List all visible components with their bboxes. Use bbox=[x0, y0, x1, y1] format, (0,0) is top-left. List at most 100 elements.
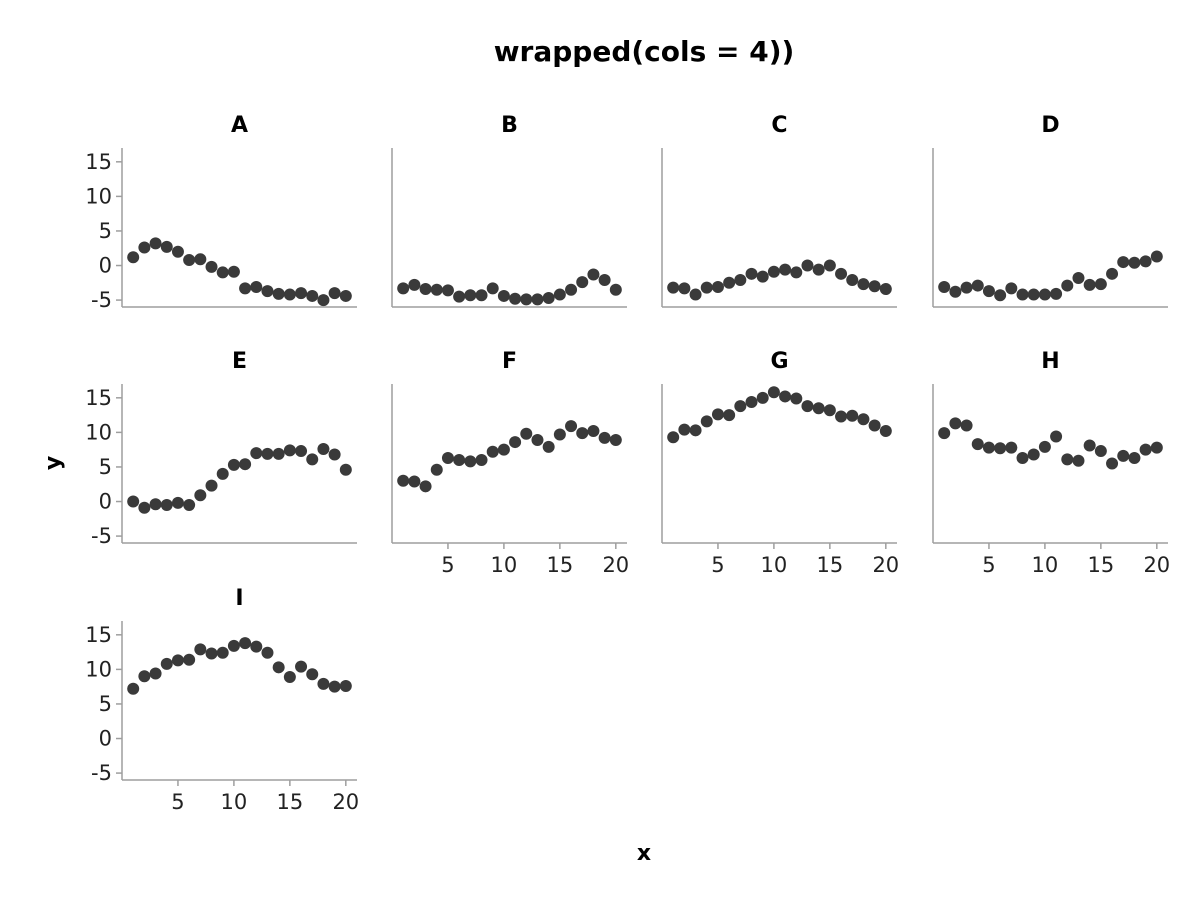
data-point-h bbox=[1117, 449, 1130, 462]
data-point-e bbox=[138, 501, 151, 514]
data-point-d bbox=[1016, 288, 1029, 301]
data-point-g bbox=[711, 408, 724, 421]
data-point-c bbox=[779, 263, 792, 276]
data-point-g bbox=[723, 409, 736, 422]
data-point-e bbox=[227, 458, 240, 471]
y-tick-label-a: 10 bbox=[85, 184, 112, 208]
data-point-g bbox=[667, 431, 680, 444]
y-tick-label-e: 10 bbox=[85, 420, 112, 444]
data-point-g bbox=[846, 409, 859, 422]
data-point-h bbox=[1005, 441, 1018, 454]
x-tick-label-i: 20 bbox=[332, 790, 359, 814]
panel-i: I -5 0 5 10 15 5 10 15 20 bbox=[85, 586, 359, 814]
data-point-a bbox=[149, 237, 162, 250]
panel-title-g: G bbox=[770, 349, 788, 374]
data-point-d bbox=[1050, 287, 1063, 300]
data-point-a bbox=[227, 265, 240, 278]
data-point-a bbox=[239, 282, 252, 295]
data-point-d bbox=[1027, 288, 1040, 301]
data-point-b bbox=[553, 288, 566, 301]
data-point-f bbox=[587, 425, 600, 438]
data-point-h bbox=[1050, 430, 1063, 443]
data-point-d bbox=[1083, 278, 1096, 291]
data-point-c bbox=[734, 274, 747, 287]
data-point-f bbox=[509, 436, 522, 449]
x-tick-label-h: 20 bbox=[1143, 553, 1170, 577]
data-point-d bbox=[994, 289, 1007, 302]
data-point-h bbox=[982, 441, 995, 454]
data-point-h bbox=[1139, 443, 1152, 456]
data-point-a bbox=[317, 294, 330, 307]
data-point-a bbox=[261, 285, 274, 298]
data-point-c bbox=[767, 265, 780, 278]
data-point-f bbox=[464, 455, 477, 468]
data-point-f bbox=[486, 445, 499, 458]
data-point-h bbox=[960, 419, 973, 432]
data-point-d bbox=[1061, 279, 1074, 292]
data-point-d bbox=[1139, 255, 1152, 268]
data-point-i bbox=[250, 640, 263, 653]
data-point-f bbox=[441, 451, 454, 464]
data-point-b bbox=[397, 282, 410, 295]
data-point-d bbox=[971, 279, 984, 292]
y-tick-label-e: 15 bbox=[85, 386, 112, 410]
data-point-a bbox=[160, 240, 173, 253]
data-point-f bbox=[430, 463, 443, 476]
data-point-c bbox=[667, 281, 680, 294]
data-point-b bbox=[453, 290, 466, 303]
data-point-g bbox=[745, 395, 758, 408]
data-point-g bbox=[790, 392, 803, 405]
data-point-d bbox=[1005, 282, 1018, 295]
data-point-b bbox=[509, 292, 522, 305]
data-point-f bbox=[408, 475, 421, 488]
data-point-i bbox=[149, 667, 162, 680]
data-point-f bbox=[609, 433, 622, 446]
panel-title-b: B bbox=[501, 113, 518, 138]
x-tick-label-g: 15 bbox=[816, 553, 843, 577]
data-point-h bbox=[1061, 453, 1074, 466]
data-point-b bbox=[408, 278, 421, 291]
x-tick-label-f: 15 bbox=[546, 553, 573, 577]
data-point-g bbox=[734, 400, 747, 413]
data-point-b bbox=[430, 283, 443, 296]
data-point-h bbox=[1083, 439, 1096, 452]
data-point-b bbox=[542, 292, 555, 305]
data-point-c bbox=[745, 267, 758, 280]
data-point-b bbox=[598, 274, 611, 287]
panel-title-d: D bbox=[1041, 113, 1059, 138]
data-point-c bbox=[711, 280, 724, 293]
data-point-a bbox=[127, 251, 140, 264]
data-point-g bbox=[857, 413, 870, 426]
data-point-h bbox=[1016, 451, 1029, 464]
data-point-c bbox=[723, 276, 736, 289]
data-point-i bbox=[160, 657, 173, 670]
data-point-g bbox=[756, 391, 769, 404]
data-point-c bbox=[823, 259, 836, 272]
data-point-c bbox=[678, 282, 691, 295]
facet-panels: A -5 0 5 10 15 B C D E -5 0 5 10 15 F 5 10 15 20 G 5 10 15 20 H 5 1… bbox=[85, 113, 1170, 814]
data-point-g bbox=[767, 386, 780, 399]
data-point-a bbox=[283, 288, 296, 301]
data-point-g bbox=[835, 410, 848, 423]
data-point-a bbox=[205, 260, 218, 273]
panel-title-c: C bbox=[771, 113, 787, 138]
chart-title: wrapped(cols = 4)) bbox=[494, 35, 795, 68]
data-point-a bbox=[272, 287, 285, 300]
data-point-d bbox=[960, 281, 973, 294]
data-point-d bbox=[1106, 267, 1119, 280]
panel-h: H 5 10 15 20 bbox=[932, 349, 1170, 577]
x-tick-label-i: 10 bbox=[221, 790, 248, 814]
panel-title-i: I bbox=[235, 586, 243, 611]
panel-c: C bbox=[661, 113, 897, 308]
data-point-d bbox=[1128, 256, 1141, 269]
data-point-e bbox=[283, 444, 296, 457]
data-point-e bbox=[160, 498, 173, 511]
data-point-a bbox=[328, 287, 341, 300]
data-point-g bbox=[823, 404, 836, 417]
data-point-h bbox=[971, 438, 984, 451]
data-point-i bbox=[216, 646, 229, 659]
data-point-c bbox=[868, 280, 881, 293]
data-point-c bbox=[835, 267, 848, 280]
panel-title-f: F bbox=[502, 349, 517, 374]
panel-d: D bbox=[932, 113, 1168, 308]
